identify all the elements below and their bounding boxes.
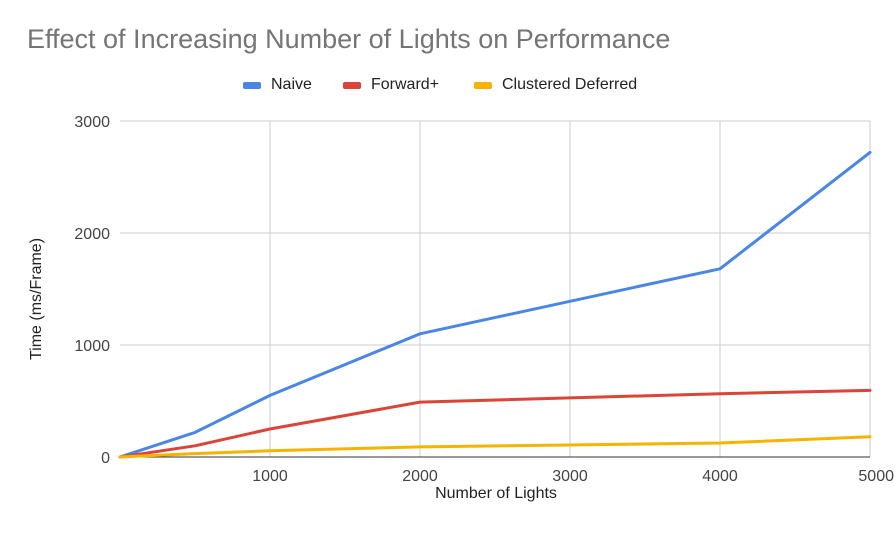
series-line-naive	[118, 150, 872, 459]
legend-swatch-naive	[243, 82, 261, 89]
y-tick-label: 0	[101, 450, 110, 467]
x-tick-label: 2000	[402, 468, 438, 485]
y-tick-label: 2000	[74, 226, 110, 243]
legend: Naive Forward+ Clustered Deferred	[0, 74, 896, 98]
legend-label-clustered-deferred: Clustered Deferred	[502, 76, 638, 93]
legend-label-naive: Naive	[271, 76, 312, 93]
legend-swatch-clustered-deferred	[474, 82, 492, 89]
x-tick-label: 4000	[702, 468, 738, 485]
series-line-forward-plus	[118, 388, 872, 459]
x-tick-label: 1000	[252, 468, 288, 485]
y-tick-label: 1000	[74, 338, 110, 355]
x-axis-title: Number of Lights	[435, 485, 557, 502]
x-tick-label: 5000	[858, 468, 894, 485]
legend-label-forward-plus: Forward+	[371, 76, 440, 93]
chart-title: Effect of Increasing Number of Lights on…	[27, 24, 671, 54]
y-axis-title: Time (ms/Frame)	[28, 238, 45, 360]
y-tick-label: 3000	[74, 114, 110, 131]
x-tick-label: 3000	[552, 468, 588, 485]
series-line-clustered-deferred	[118, 435, 872, 459]
legend-swatch-forward-plus	[343, 82, 361, 89]
